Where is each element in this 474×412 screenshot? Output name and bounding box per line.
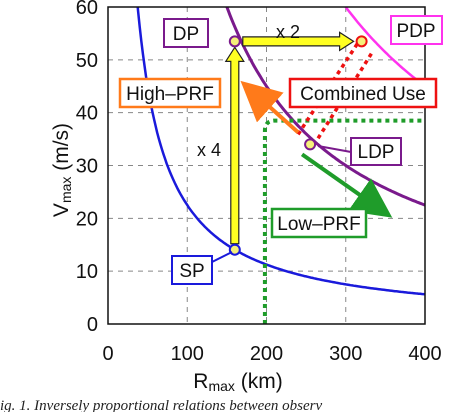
x-tick-label: 400	[408, 343, 441, 365]
point-dp	[228, 35, 241, 48]
x-tick-label: 200	[250, 343, 283, 365]
pdp-curve	[344, 7, 425, 88]
svg-text:Combined Use: Combined Use	[300, 84, 426, 105]
combined-use-path-1	[296, 42, 360, 136]
y-tick-label: 10	[76, 261, 98, 283]
y-tick-label: 50	[76, 50, 98, 72]
x4-label: x 4	[197, 140, 221, 160]
x-tick-label: 100	[171, 343, 204, 365]
x-tick-label: 0	[102, 343, 113, 365]
ldp-leader	[317, 145, 352, 153]
label-low-prf: Low–PRF	[270, 207, 368, 239]
y-axis-label: Vmax (m/s)	[50, 123, 74, 217]
x2-arrow	[242, 31, 355, 52]
y-tick-label: 60	[76, 0, 98, 19]
x4-arrow	[224, 46, 245, 245]
label-pdp: PDP	[390, 15, 443, 45]
svg-text:LDP: LDP	[358, 142, 395, 163]
figure-caption: ig. 1. Inversely proportional relations …	[0, 398, 323, 412]
x2-label: x 2	[276, 22, 300, 42]
label-high-prf: High–PRF	[118, 77, 222, 109]
sp-leader	[211, 251, 233, 263]
label-combined-use: Combined Use	[288, 77, 438, 109]
y-tick-label: 40	[76, 103, 98, 125]
svg-text:SP: SP	[179, 261, 204, 282]
point-ldp	[304, 138, 317, 151]
y-tick-label: 0	[87, 314, 98, 336]
high-prf-arrow	[240, 80, 300, 134]
svg-text:High–PRF: High–PRF	[126, 84, 214, 105]
x-tick-labels: 0 100 200 300 400	[102, 343, 441, 365]
low-prf-arrow	[300, 152, 393, 218]
point-sp	[228, 243, 241, 256]
svg-text:DP: DP	[173, 24, 199, 45]
y-tick-label: 20	[76, 208, 98, 230]
y-tick-label: 30	[76, 156, 98, 178]
plot-frame	[107, 6, 426, 325]
y-tick-labels: 0 10 20 30 40 50 60	[76, 0, 98, 336]
label-sp: SP	[171, 255, 213, 285]
label-dp: DP	[163, 18, 209, 48]
x-tick-label: 300	[329, 343, 362, 365]
x-axis-label: Rmax (km)	[193, 370, 282, 394]
sp-curve	[136, 7, 425, 296]
label-ldp: LDP	[350, 137, 402, 166]
svg-text:Low–PRF: Low–PRF	[277, 214, 360, 235]
point-pdp	[355, 35, 368, 48]
svg-text:PDP: PDP	[396, 21, 435, 42]
